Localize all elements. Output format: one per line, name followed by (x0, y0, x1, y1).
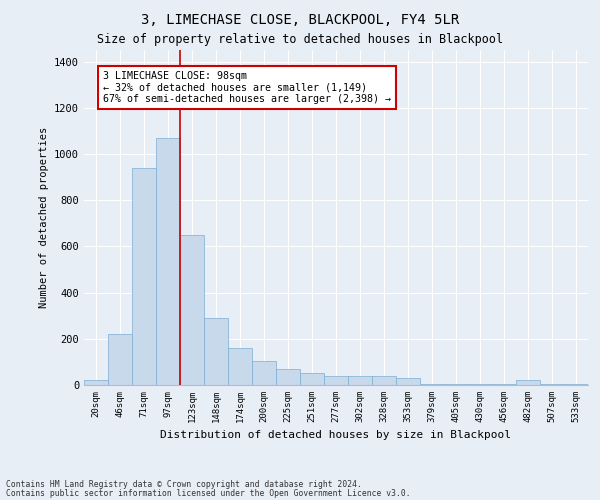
Bar (108, 334, 132, 385)
Bar (516, 380, 540, 385)
Bar (540, 384, 564, 385)
Text: Contains HM Land Registry data © Crown copyright and database right 2024.: Contains HM Land Registry data © Crown c… (6, 480, 362, 489)
Bar (228, 348, 252, 385)
Bar (348, 376, 372, 385)
Text: 3, LIMECHASE CLOSE, BLACKPOOL, FY4 5LR: 3, LIMECHASE CLOSE, BLACKPOOL, FY4 5LR (141, 12, 459, 26)
Bar (324, 376, 348, 385)
Y-axis label: Number of detached properties: Number of detached properties (38, 127, 49, 308)
Bar (420, 384, 444, 385)
Bar (132, 168, 156, 385)
Bar (300, 374, 324, 385)
X-axis label: Distribution of detached houses by size in Blackpool: Distribution of detached houses by size … (161, 430, 511, 440)
Bar (564, 384, 588, 385)
Bar (180, 235, 204, 385)
Bar (276, 369, 300, 385)
Bar (468, 384, 492, 385)
Bar (84, 380, 108, 385)
Bar (156, 138, 180, 385)
Text: Size of property relative to detached houses in Blackpool: Size of property relative to detached ho… (97, 32, 503, 46)
Bar (492, 384, 516, 385)
Bar (252, 360, 276, 385)
Bar (372, 376, 396, 385)
Bar (204, 318, 228, 385)
Bar (396, 378, 420, 385)
Text: 3 LIMECHASE CLOSE: 98sqm
← 32% of detached houses are smaller (1,149)
67% of sem: 3 LIMECHASE CLOSE: 98sqm ← 32% of detach… (103, 71, 391, 104)
Text: Contains public sector information licensed under the Open Government Licence v3: Contains public sector information licen… (6, 488, 410, 498)
Bar (444, 384, 468, 385)
